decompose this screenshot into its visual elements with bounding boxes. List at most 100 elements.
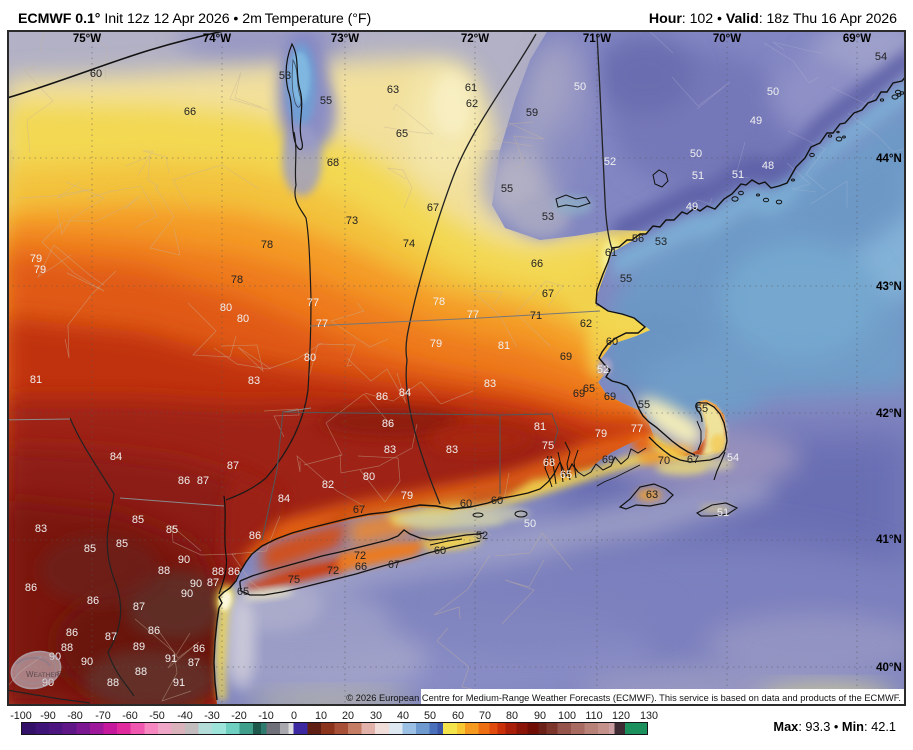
svg-text:55: 55 — [320, 95, 332, 107]
svg-text:84: 84 — [110, 451, 122, 463]
svg-text:90: 90 — [181, 588, 193, 600]
svg-text:77: 77 — [316, 318, 328, 330]
svg-text:77: 77 — [631, 423, 643, 435]
svg-text:78: 78 — [261, 239, 273, 251]
svg-text:65: 65 — [583, 383, 595, 395]
svg-text:87: 87 — [227, 460, 239, 472]
svg-text:59: 59 — [526, 107, 538, 119]
svg-text:74: 74 — [403, 238, 415, 250]
svg-text:72°W: 72°W — [461, 33, 489, 45]
svg-text:54: 54 — [875, 51, 887, 63]
svg-text:79: 79 — [595, 428, 607, 440]
svg-text:50: 50 — [524, 518, 536, 530]
svg-text:80: 80 — [363, 471, 375, 483]
svg-text:60: 60 — [606, 336, 618, 348]
svg-text:81: 81 — [30, 374, 42, 386]
svg-text:83: 83 — [248, 375, 260, 387]
svg-text:75°W: 75°W — [73, 33, 101, 45]
svg-text:86: 86 — [382, 418, 394, 430]
svg-text:88: 88 — [107, 677, 119, 689]
svg-text:74°W: 74°W — [203, 33, 231, 45]
svg-text:85: 85 — [132, 514, 144, 526]
svg-text:82: 82 — [322, 479, 334, 491]
svg-text:53: 53 — [542, 211, 554, 223]
svg-text:51: 51 — [692, 170, 704, 182]
svg-text:63: 63 — [387, 84, 399, 96]
svg-text:67: 67 — [427, 202, 439, 214]
svg-text:79: 79 — [401, 490, 413, 502]
svg-text:BELL: BELL — [57, 670, 74, 679]
svg-text:42°N: 42°N — [876, 408, 902, 420]
svg-text:83: 83 — [484, 378, 496, 390]
svg-text:60: 60 — [90, 68, 102, 80]
svg-text:66: 66 — [355, 561, 367, 573]
svg-text:73: 73 — [346, 215, 358, 227]
svg-text:87: 87 — [207, 577, 219, 589]
svg-text:80: 80 — [220, 302, 232, 314]
svg-text:86: 86 — [178, 475, 190, 487]
svg-text:49: 49 — [750, 115, 762, 127]
svg-text:66: 66 — [531, 258, 543, 270]
svg-text:79: 79 — [34, 264, 46, 276]
svg-text:73°W: 73°W — [331, 33, 359, 45]
svg-text:65: 65 — [237, 586, 249, 598]
svg-text:83: 83 — [446, 444, 458, 456]
svg-text:86: 86 — [148, 625, 160, 637]
svg-text:50: 50 — [574, 81, 586, 93]
svg-text:49: 49 — [686, 201, 698, 213]
svg-text:86: 86 — [376, 391, 388, 403]
svg-text:69: 69 — [560, 351, 572, 363]
svg-text:66: 66 — [184, 106, 196, 118]
svg-text:62: 62 — [466, 98, 478, 110]
svg-text:79: 79 — [430, 338, 442, 350]
svg-text:60: 60 — [491, 495, 503, 507]
svg-text:67: 67 — [353, 504, 365, 516]
svg-text:56: 56 — [632, 233, 644, 245]
svg-text:44°N: 44°N — [876, 153, 902, 165]
svg-text:70: 70 — [658, 455, 670, 467]
svg-text:86: 86 — [228, 566, 240, 578]
svg-text:41°N: 41°N — [876, 534, 902, 546]
svg-text:52: 52 — [597, 364, 609, 376]
svg-text:81: 81 — [498, 340, 510, 352]
svg-text:53: 53 — [279, 70, 291, 82]
svg-text:87: 87 — [133, 601, 145, 613]
svg-text:54: 54 — [727, 452, 739, 464]
svg-text:89: 89 — [133, 641, 145, 653]
svg-text:88: 88 — [158, 565, 170, 577]
svg-text:67: 67 — [388, 559, 400, 571]
svg-text:55: 55 — [620, 273, 632, 285]
svg-text:85: 85 — [166, 524, 178, 536]
svg-text:40°N: 40°N — [876, 662, 902, 674]
svg-text:77: 77 — [307, 297, 319, 309]
svg-text:91: 91 — [165, 653, 177, 665]
svg-text:84: 84 — [278, 493, 290, 505]
svg-text:91: 91 — [173, 677, 185, 689]
svg-text:71: 71 — [530, 310, 542, 322]
svg-text:81: 81 — [534, 421, 546, 433]
svg-text:50: 50 — [690, 148, 702, 160]
svg-text:53: 53 — [655, 236, 667, 248]
svg-text:78: 78 — [433, 296, 445, 308]
svg-text:87: 87 — [188, 657, 200, 669]
svg-text:88: 88 — [135, 666, 147, 678]
svg-text:63: 63 — [646, 489, 658, 501]
svg-text:65: 65 — [396, 128, 408, 140]
svg-text:69: 69 — [602, 454, 614, 466]
svg-text:90: 90 — [190, 578, 202, 590]
svg-text:62: 62 — [580, 318, 592, 330]
svg-text:50: 50 — [767, 86, 779, 98]
svg-text:52: 52 — [604, 156, 616, 168]
svg-text:86: 86 — [193, 643, 205, 655]
svg-text:90: 90 — [178, 554, 190, 566]
svg-text:68: 68 — [327, 157, 339, 169]
svg-text:88: 88 — [61, 642, 73, 654]
svg-text:86: 86 — [25, 582, 37, 594]
svg-text:79: 79 — [30, 253, 42, 265]
svg-text:88: 88 — [212, 566, 224, 578]
svg-text:72: 72 — [327, 565, 339, 577]
svg-text:75: 75 — [288, 574, 300, 586]
svg-text:86: 86 — [87, 595, 99, 607]
svg-text:55: 55 — [501, 183, 513, 195]
svg-text:WEATHER: WEATHER — [26, 670, 60, 679]
